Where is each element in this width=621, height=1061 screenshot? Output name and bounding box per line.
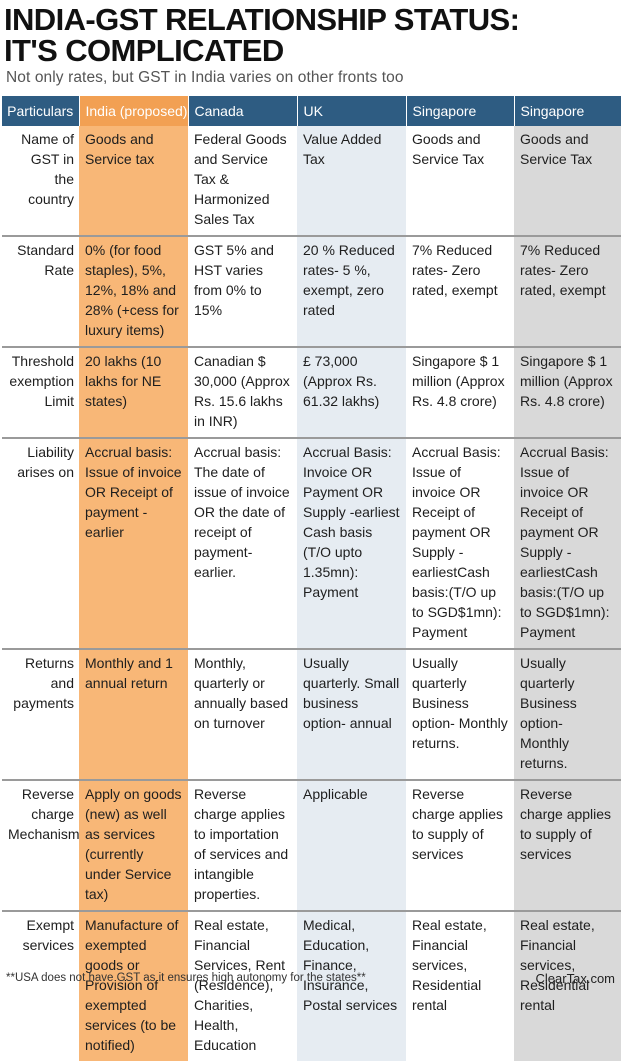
title-line-2: IT'S COMPLICATED: [4, 33, 284, 68]
footnote: **USA does not have GST as it ensures hi…: [6, 972, 366, 984]
cell-india: Accrual basis: Issue of invoice OR Recei…: [79, 438, 188, 650]
subtitle: Not only rates, but GST in India varies …: [6, 69, 404, 86]
row-label: Returns and payments: [2, 649, 79, 781]
row-label: Name of GST in the country: [2, 126, 79, 237]
cell-uk: Applicable: [297, 780, 406, 912]
cell-canada: Reverse charge applies to importation of…: [188, 780, 297, 912]
table-row: Liability arises on Accrual basis: Issue…: [2, 438, 621, 650]
cell-canada: Accrual basis: The date of issue of invo…: [188, 438, 297, 650]
header-singapore: Singapore: [406, 96, 515, 126]
cell-singapore: Usually quarterly Business option- Month…: [406, 649, 514, 781]
row-label: Exempt services: [22, 917, 74, 953]
cell-singapore-2: Usually quarterly Business option- Month…: [514, 649, 621, 781]
cell-india: Monthly and 1 annual return: [79, 649, 188, 781]
header-uk: UK: [297, 96, 407, 126]
cell-canada: Federal Goods and Service Tax & Harmoniz…: [188, 126, 297, 237]
cell-india: Apply on goods (new) as well as services…: [79, 780, 188, 912]
cell-singapore: Goods and Service Tax: [406, 126, 514, 237]
cell-singapore-2: Real estate, Financial services, Residen…: [514, 911, 621, 1061]
cell-singapore-2: Singapore $ 1 million (Approx Rs. 4.8 cr…: [514, 347, 621, 439]
cell-uk: £ 73,000 (Approx Rs. 61.32 lakhs): [297, 347, 406, 439]
cell-singapore-2: Accrual Basis: Issue of invoice OR Recei…: [514, 438, 621, 650]
table-row: Threshold exemption Limit 20 lakhs (10 l…: [2, 347, 621, 439]
cell-singapore: Real estate, Financial services, Residen…: [412, 917, 487, 1013]
row-label: Liability arises on: [2, 438, 79, 650]
cell-singapore-2: Reverse charge applies to supply of serv…: [514, 780, 621, 912]
table-row: Reverse charge Mechanism Apply on goods …: [2, 780, 621, 912]
page-title: INDIA-GST RELATIONSHIP STATUS: IT'S COMP…: [4, 4, 616, 66]
cell-uk: Usually quarterly. Small business option…: [297, 649, 406, 781]
cell-uk: 20 % Reduced rates- 5 %, exempt, zero ra…: [297, 236, 406, 348]
header-singapore-2: Singapore: [514, 96, 621, 126]
title-line-1: INDIA-GST RELATIONSHIP STATUS:: [4, 2, 520, 37]
cell-singapore: 7% Reduced rates- Zero rated, exempt: [406, 236, 514, 348]
cell-india: Manufacture of exempted goods or Provisi…: [79, 911, 188, 1061]
cell-singapore: Accrual Basis: Issue of invoice OR Recei…: [406, 438, 514, 650]
table-row: Standard Rate 0% (for food staples), 5%,…: [2, 236, 621, 348]
row-label: Reverse charge Mechanism: [2, 780, 80, 912]
cell-singapore: Singapore $ 1 million (Approx Rs. 4.8 cr…: [406, 347, 514, 439]
row-label: Threshold exemption Limit: [2, 347, 79, 439]
cell-singapore-2: Goods and Service Tax: [514, 126, 621, 237]
header-india: India (proposed): [79, 96, 189, 126]
header-row: Particulars India (proposed) Canada UK S…: [2, 96, 621, 126]
infographic-page: INDIA-GST RELATIONSHIP STATUS: IT'S COMP…: [2, 4, 621, 1061]
cell-singapore: Reverse charge applies to supply of serv…: [406, 780, 514, 912]
cell-uk: Value Added Tax: [297, 126, 406, 237]
cell-uk: Medical, Education, Finance, Insurance, …: [297, 911, 406, 1061]
row-label: Standard Rate: [2, 236, 79, 348]
table-row: Returns and payments Monthly and 1 annua…: [2, 649, 621, 781]
cell-canada: Monthly, quarterly or annually based on …: [188, 649, 297, 781]
gst-comparison-table: Particulars India (proposed) Canada UK S…: [2, 96, 621, 1061]
header-particulars: Particulars: [2, 96, 80, 126]
table-row: Name of GST in the country Goods and Ser…: [2, 126, 621, 237]
cell-singapore-2: 7% Reduced rates- Zero rated, exempt: [514, 236, 621, 348]
header-canada: Canada: [188, 96, 298, 126]
cell-uk: Accrual Basis: Invoice OR Payment OR Sup…: [297, 438, 406, 650]
cell-canada: Real estate, Financial Services, Rent (R…: [194, 917, 286, 1053]
cell-canada: GST 5% and HST varies from 0% to 15%: [188, 236, 297, 348]
cell-canada: Canadian $ 30,000 (Approx Rs. 15.6 lakhs…: [188, 347, 297, 439]
cell-india: 0% (for food staples), 5%, 12%, 18% and …: [79, 236, 188, 348]
table-row: Exempt services Manufacture of exempted …: [2, 911, 621, 1061]
brand-credit: ClearTax.com: [535, 971, 615, 986]
cell-india: 20 lakhs (10 lakhs for NE states): [79, 347, 188, 439]
cell-india: Goods and Service tax: [79, 126, 188, 237]
